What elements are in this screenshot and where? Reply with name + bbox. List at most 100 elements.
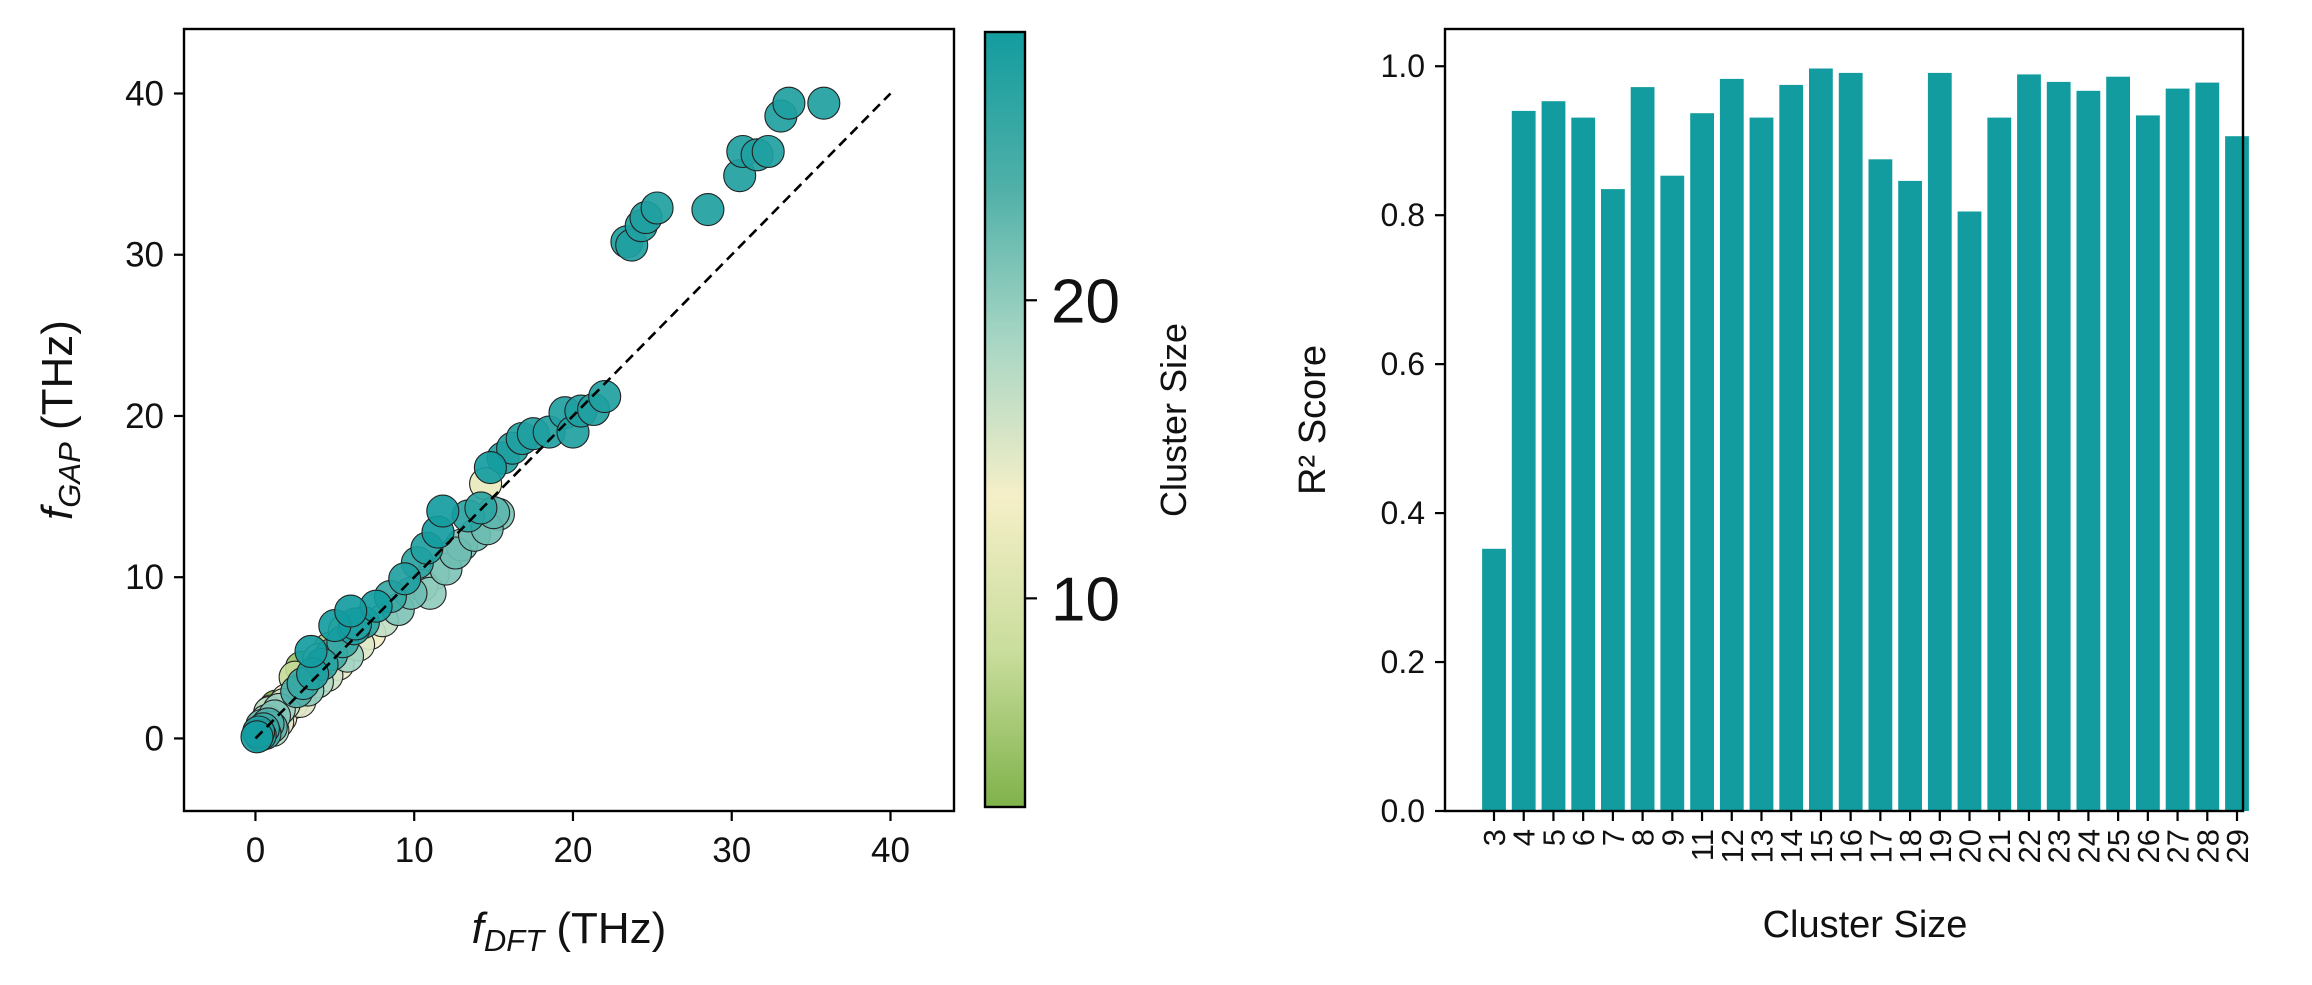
scatter-y-tick-label: 10 [125,558,164,597]
bar [1957,211,1982,811]
scatter-point [588,380,622,414]
bar-x-tick-label: 21 [1982,829,2017,863]
bar-x-tick-label: 29 [2220,829,2255,863]
bar-x-tick-label: 28 [2190,829,2225,863]
bar-x-tick-label: 23 [2042,829,2077,863]
bar [2165,88,2190,812]
bar [1482,548,1506,811]
scatter-point [772,86,806,120]
bar [1571,117,1596,812]
scatter-y-label-unit: (THz) [33,320,82,442]
bar-x-tick-label: 17 [1863,829,1898,863]
bar [2017,74,2041,811]
bar [2136,115,2160,811]
scatter-point [807,86,841,120]
bar [1927,72,1952,811]
bar-x-tick-label: 16 [1834,829,1869,863]
scatter-x-tick-label: 0 [246,831,265,870]
colorbar-gradient [983,30,1027,809]
scatter-y-label-sub: GAP [52,442,87,508]
bar [1898,180,1922,811]
bar-x-label: Cluster Size [1763,904,1968,946]
bar-series [1482,68,2249,812]
scatter-point [640,191,674,225]
bar-y-tick-label: 0.4 [1381,495,1425,531]
bar-y-tick-label: 0.0 [1381,793,1425,829]
bar-x-tick-label: 7 [1596,829,1631,846]
bar-panel: 3456789111213141516171819202122232425262… [1292,27,2255,946]
scatter-x-axis: 0 10 20 30 40 [246,811,910,870]
colorbar-ticks: 10 20 [1025,267,1120,634]
bar-x-tick-label: 18 [1893,829,1928,863]
scatter-panel: 0 10 20 30 40 0 10 20 30 40 fDFT (THz) fGAP (THz… [33,27,956,958]
bar-x-tick-label: 13 [1745,829,1780,863]
bar-x-tick-label: 5 [1536,829,1571,846]
bar-y-label: R² Score [1292,345,1334,495]
bar-x-tick-label: 9 [1655,829,1690,846]
bar [1838,72,1863,811]
bar-x-tick-label: 8 [1626,829,1661,846]
bar [1987,117,2012,812]
bar [1719,78,1744,811]
bar [1779,84,1804,811]
bar-y-tick-label: 0.8 [1381,197,1425,233]
scatter-x-tick-label: 40 [871,831,910,870]
scatter-y-tick-label: 20 [125,397,164,436]
bar-y-tick-label: 0.6 [1381,346,1425,382]
bar-x-tick-label: 20 [1953,829,1988,863]
bar [1749,117,1774,812]
scatter-x-label-sub: DFT [484,923,546,958]
scatter-point [294,634,328,668]
bar-x-tick-label: 25 [2101,829,2136,863]
colorbar: 10 20 Cluster Size [983,30,1194,809]
scatter-x-label: fDFT (THz) [472,904,667,958]
colorbar-tick-label: 20 [1051,267,1120,336]
scatter-points [240,86,841,754]
bar [1541,101,1566,811]
scatter-y-tick-label: 30 [125,236,164,275]
identity-reference-line [254,92,892,740]
colorbar-tick-label: 10 [1051,565,1120,634]
bar-x-tick-label: 3 [1477,829,1512,846]
bar-frame [1443,27,2245,813]
scatter-point [334,594,368,628]
scatter-x-tick-label: 20 [554,831,593,870]
bar-y-axis: 0.0 0.2 0.4 0.6 0.8 1.0 [1381,48,1445,829]
bar-x-tick-label: 4 [1507,829,1542,846]
scatter-point [388,562,422,596]
bar [2046,81,2071,811]
bar-x-tick-label: 19 [1923,829,1958,863]
bar-y-tick-label: 1.0 [1381,48,1425,84]
bar-x-axis: 3456789111213141516171819202122232425262… [1477,811,2255,863]
bar-x-tick-label: 24 [2071,829,2106,863]
scatter-point [751,134,785,169]
bar [2195,82,2220,812]
bar [2225,136,2249,811]
scatter-y-axis: 0 10 20 30 40 [125,74,184,758]
bar [2106,76,2130,811]
scatter-point [691,193,725,227]
bar-x-tick-label: 27 [2161,829,2196,863]
bar-x-tick-label: 12 [1715,829,1750,863]
bar-x-tick-label: 26 [2131,829,2166,863]
bar [1511,110,1536,811]
scatter-y-tick-label: 0 [145,719,164,758]
bar-y-tick-label: 0.2 [1381,644,1425,680]
bar [2076,90,2101,812]
scatter-y-tick-label: 40 [125,74,164,113]
scatter-x-tick-label: 30 [712,831,751,870]
bar-x-tick-label: 11 [1685,829,1720,861]
bar [1630,87,1655,812]
bar [1809,68,1833,811]
scatter-frame [182,27,956,813]
scatter-x-tick-label: 10 [395,831,434,870]
bar [1660,175,1685,811]
bar [1601,189,1625,812]
bar [1868,159,1893,812]
scatter-x-label-unit: (THz) [544,904,666,953]
scatter-y-label: fGAP (THz) [33,320,87,520]
scatter-point [426,494,460,528]
bar-x-tick-label: 6 [1566,829,1601,846]
bar [1690,113,1714,811]
